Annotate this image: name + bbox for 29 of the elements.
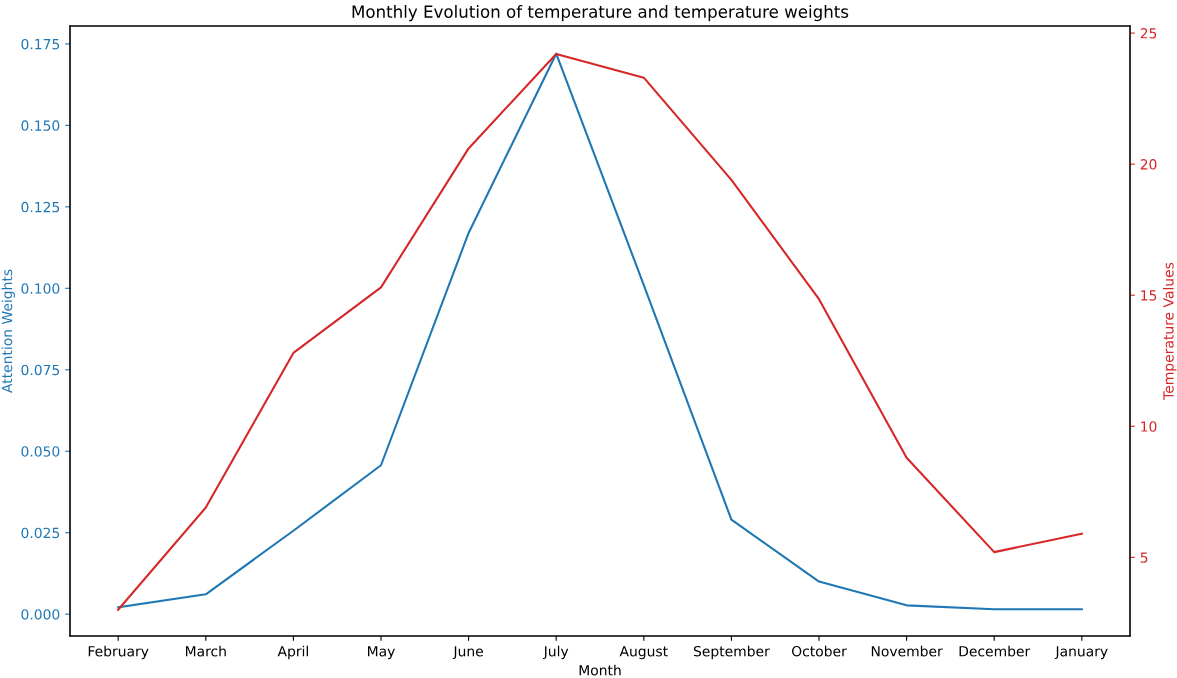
y-axis-title: Attention Weights [1, 269, 15, 393]
x-tick-label: March [185, 645, 226, 657]
y-tick-label: 0.125 [21, 201, 60, 213]
x-tick-label: February [88, 645, 149, 660]
x-tick-label: December [959, 645, 1031, 657]
x-tick-label: September [693, 645, 770, 660]
x-tick-label: May [368, 646, 395, 660]
x-tick-label: June [452, 646, 483, 660]
y-tick-label: 0.175 [21, 38, 60, 50]
chart-title: Monthly Evolution of temperature and temperature weights [352, 5, 849, 22]
y2-tick-label: 10 [1141, 421, 1157, 432]
y-tick-label: 0.050 [21, 446, 60, 457]
y-tick-label: 0.075 [21, 364, 60, 376]
y-tick-label: 0.000 [21, 609, 60, 620]
y-tick-label: 0.150 [21, 120, 60, 131]
y-tick-label: 0.100 [21, 283, 60, 294]
y2-tick-label: 20 [1140, 159, 1157, 170]
x-tick-label: April [277, 645, 308, 660]
y-tick-label: 0.025 [21, 527, 60, 539]
y2-tick-label: 25 [1140, 28, 1157, 39]
x-axis-title: Month [579, 664, 621, 676]
x-tick-label: August [619, 646, 668, 660]
y2-tick-label: 15 [1141, 290, 1157, 301]
x-tick-label: October [791, 645, 847, 657]
x-tick-label: July [542, 645, 569, 660]
x-tick-label: January [1054, 646, 1108, 660]
y2-tick-label: 5 [1140, 552, 1148, 563]
y2-axis-title: Temperature Values [1162, 262, 1177, 400]
x-tick-label: November [871, 645, 943, 657]
